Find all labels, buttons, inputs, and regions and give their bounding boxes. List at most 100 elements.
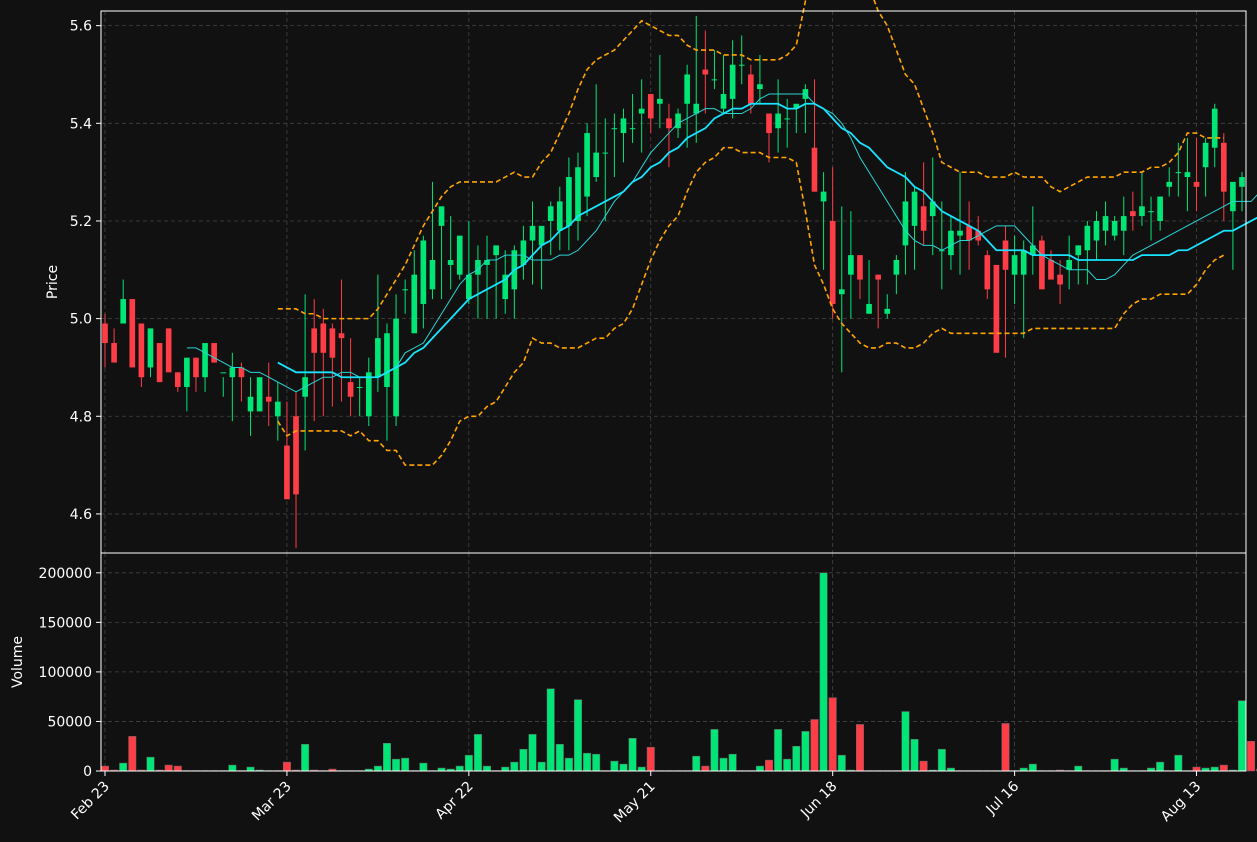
band-upper-line bbox=[277, 0, 1224, 320]
candle-body bbox=[529, 225, 536, 241]
price-tick-label: 4.8 bbox=[70, 409, 92, 425]
line-layer bbox=[186, 0, 1257, 466]
candle-body bbox=[911, 191, 918, 226]
candle-body bbox=[356, 386, 363, 388]
volume-bar bbox=[464, 754, 473, 772]
candle-body bbox=[884, 308, 891, 314]
volume-bar bbox=[382, 743, 391, 772]
candle-body bbox=[402, 289, 408, 291]
candle-body bbox=[538, 225, 545, 246]
candle-body bbox=[1211, 108, 1218, 148]
candle-body bbox=[1130, 211, 1136, 217]
candle-layer bbox=[102, 15, 1245, 549]
candle-body bbox=[138, 323, 145, 378]
candle-body bbox=[1011, 255, 1018, 275]
candle-body bbox=[247, 396, 254, 412]
volume-tick-label: 100000 bbox=[39, 665, 92, 681]
volume-bar bbox=[1174, 754, 1183, 772]
candle-body bbox=[793, 103, 800, 109]
volume-bar bbox=[1156, 761, 1165, 772]
candle-body bbox=[784, 118, 791, 120]
candle-body bbox=[929, 201, 936, 217]
volume-bar bbox=[537, 761, 546, 772]
volume-bar bbox=[401, 757, 410, 772]
candle-body bbox=[111, 343, 117, 363]
volume-bar bbox=[1001, 723, 1010, 772]
price-tick-label: 5.6 bbox=[70, 19, 92, 35]
candle-body bbox=[193, 357, 199, 378]
volume-bar bbox=[901, 711, 910, 772]
volume-tick-label: 0 bbox=[83, 764, 92, 780]
candle-body bbox=[566, 177, 572, 226]
candle-body bbox=[365, 372, 372, 417]
candle-body bbox=[347, 382, 354, 397]
candle-body bbox=[411, 274, 418, 334]
candle-body bbox=[211, 343, 217, 363]
price-tick-label: 5.0 bbox=[70, 312, 92, 328]
volume-bar bbox=[1192, 766, 1201, 772]
volume-tick-label: 50000 bbox=[47, 714, 92, 730]
candle-body bbox=[256, 377, 263, 412]
candle-body bbox=[820, 191, 827, 202]
volume-bar bbox=[392, 758, 401, 772]
candle-body bbox=[775, 113, 781, 129]
candle-body bbox=[1175, 172, 1182, 174]
candle-body bbox=[429, 260, 436, 290]
volume-bar bbox=[373, 765, 382, 772]
candle-body bbox=[584, 133, 590, 197]
candle-body bbox=[102, 323, 108, 344]
volume-bar bbox=[1247, 741, 1256, 772]
candle-body bbox=[666, 118, 672, 129]
candle-body bbox=[1139, 206, 1145, 217]
volume-bar bbox=[546, 688, 555, 772]
candle-body bbox=[1157, 196, 1163, 221]
candle-body bbox=[384, 333, 390, 387]
candle-body bbox=[757, 84, 763, 90]
volume-bar bbox=[937, 748, 946, 772]
volume-bar bbox=[455, 765, 464, 772]
candle-body bbox=[602, 152, 609, 154]
candle-body bbox=[620, 118, 627, 134]
candle-body bbox=[1039, 240, 1045, 290]
candle-body bbox=[1166, 181, 1173, 187]
candle-body bbox=[1075, 245, 1082, 256]
candle-body bbox=[165, 328, 172, 373]
candle-body bbox=[684, 74, 690, 104]
ma-slow-line bbox=[277, 102, 1257, 379]
candle-body bbox=[293, 416, 299, 495]
candle-body bbox=[1093, 220, 1100, 241]
volume-bar bbox=[910, 739, 919, 772]
candle-body bbox=[320, 323, 327, 353]
candle-body bbox=[1048, 260, 1054, 280]
candle-body bbox=[156, 343, 163, 383]
candle-body bbox=[265, 396, 272, 402]
price-tick-label: 4.6 bbox=[70, 507, 92, 523]
volume-bar bbox=[419, 762, 428, 772]
candle-body bbox=[766, 113, 772, 134]
volume-bar bbox=[792, 745, 801, 772]
candle-body bbox=[902, 201, 909, 246]
candle-body bbox=[147, 328, 154, 368]
volume-bar bbox=[574, 699, 582, 772]
candle-body bbox=[893, 260, 900, 275]
candle-body bbox=[1230, 181, 1236, 212]
candle-body bbox=[811, 147, 818, 192]
candle-body bbox=[1102, 216, 1109, 231]
candle-body bbox=[675, 113, 681, 129]
price-tick-label: 5.2 bbox=[70, 214, 92, 230]
candle-body bbox=[338, 333, 345, 339]
candle-body bbox=[1184, 172, 1191, 178]
candle-body bbox=[1193, 181, 1200, 187]
volume-bar bbox=[128, 736, 137, 772]
volume-bar bbox=[1238, 700, 1246, 772]
price-axis-label: Price bbox=[45, 265, 61, 299]
candle-body bbox=[829, 220, 836, 304]
candle-body bbox=[702, 69, 709, 75]
volume-bar bbox=[701, 765, 710, 772]
candle-body bbox=[875, 274, 881, 280]
volume-bar bbox=[628, 738, 637, 772]
candle-body bbox=[547, 206, 554, 221]
candle-body bbox=[866, 303, 872, 314]
